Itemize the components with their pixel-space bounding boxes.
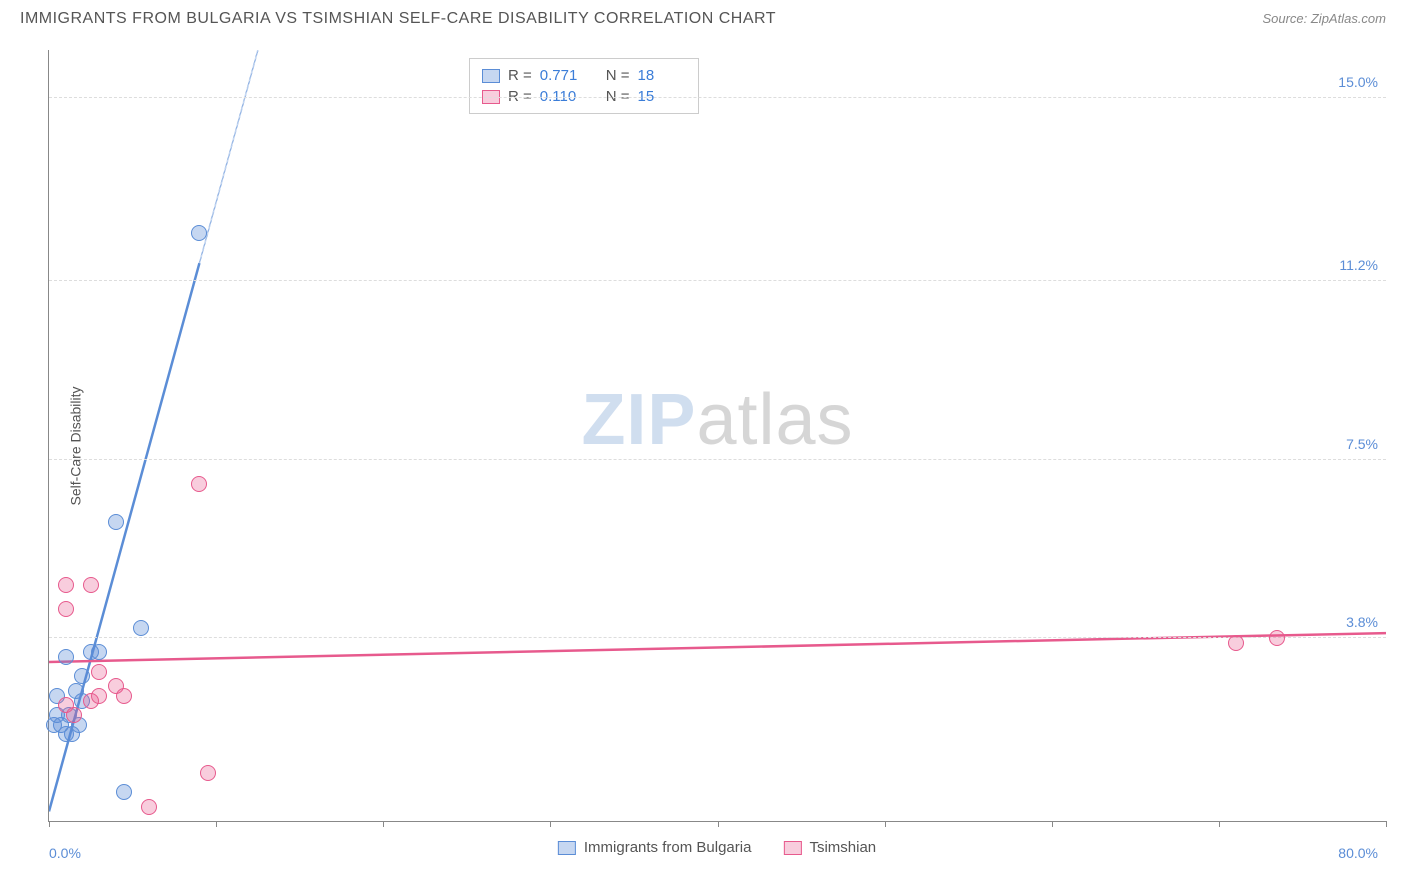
source-label: Source: ZipAtlas.com [1262, 10, 1386, 28]
watermark-atlas: atlas [696, 380, 853, 460]
swatch-bulgaria [482, 69, 500, 83]
scatter-point-tsimshian [83, 577, 99, 593]
y-tick-label: 11.2% [1339, 257, 1378, 273]
scatter-point-bulgaria [91, 644, 107, 660]
x-axis-max-label: 80.0% [1338, 845, 1378, 861]
scatter-point-tsimshian [91, 664, 107, 680]
x-tick [1052, 821, 1053, 827]
x-tick [550, 821, 551, 827]
series-legend-item: Immigrants from Bulgaria [558, 839, 752, 856]
scatter-point-tsimshian [1228, 635, 1244, 651]
x-tick [885, 821, 886, 827]
correlation-legend: R = 0.771 N = 18 R = 0.110 N = 15 [469, 58, 699, 114]
n-label: N = [606, 67, 630, 84]
series-legend: Immigrants from Bulgaria Tsimshian [558, 839, 876, 856]
scatter-point-bulgaria [191, 225, 207, 241]
x-tick [383, 821, 384, 827]
x-tick [1219, 821, 1220, 827]
scatter-point-bulgaria [58, 649, 74, 665]
scatter-point-tsimshian [191, 476, 207, 492]
y-tick-label: 15.0% [1338, 74, 1378, 90]
scatter-point-bulgaria [108, 514, 124, 530]
scatter-point-bulgaria [74, 668, 90, 684]
source-name: ZipAtlas.com [1311, 11, 1386, 26]
gridline-horizontal [49, 459, 1386, 460]
scatter-point-tsimshian [58, 601, 74, 617]
y-tick-label: 7.5% [1346, 436, 1378, 452]
scatter-point-bulgaria [116, 784, 132, 800]
scatter-point-tsimshian [58, 577, 74, 593]
x-tick [216, 821, 217, 827]
x-axis-min-label: 0.0% [49, 845, 81, 861]
scatter-point-tsimshian [66, 707, 82, 723]
scatter-point-tsimshian [91, 688, 107, 704]
series-legend-item: Tsimshian [783, 839, 876, 856]
gridline-horizontal [49, 637, 1386, 638]
gridline-horizontal [49, 280, 1386, 281]
gridline-horizontal [49, 97, 1386, 98]
r-label: R = [508, 67, 532, 84]
chart-title: IMMIGRANTS FROM BULGARIA VS TSIMSHIAN SE… [20, 10, 776, 28]
scatter-point-tsimshian [200, 765, 216, 781]
x-tick [1386, 821, 1387, 827]
plot-area: ZIPatlas R = 0.771 N = 18 R = 0.110 N = … [48, 50, 1386, 822]
scatter-point-tsimshian [1269, 630, 1285, 646]
x-tick [49, 821, 50, 827]
n-value-bulgaria: 18 [638, 67, 686, 84]
correlation-legend-row: R = 0.771 N = 18 [482, 65, 686, 86]
y-tick-label: 3.8% [1346, 614, 1378, 630]
x-tick [718, 821, 719, 827]
watermark: ZIPatlas [581, 379, 853, 461]
swatch-tsimshian [783, 841, 801, 855]
scatter-point-tsimshian [141, 799, 157, 815]
chart-container: ZIPatlas R = 0.771 N = 18 R = 0.110 N = … [48, 50, 1386, 862]
series-label-bulgaria: Immigrants from Bulgaria [584, 839, 752, 856]
scatter-point-bulgaria [133, 620, 149, 636]
swatch-bulgaria [558, 841, 576, 855]
watermark-zip: ZIP [581, 380, 696, 460]
series-label-tsimshian: Tsimshian [809, 839, 876, 856]
scatter-point-tsimshian [108, 678, 124, 694]
source-prefix: Source: [1262, 11, 1310, 26]
r-value-bulgaria: 0.771 [540, 67, 588, 84]
trend-lines-svg [49, 50, 1386, 821]
